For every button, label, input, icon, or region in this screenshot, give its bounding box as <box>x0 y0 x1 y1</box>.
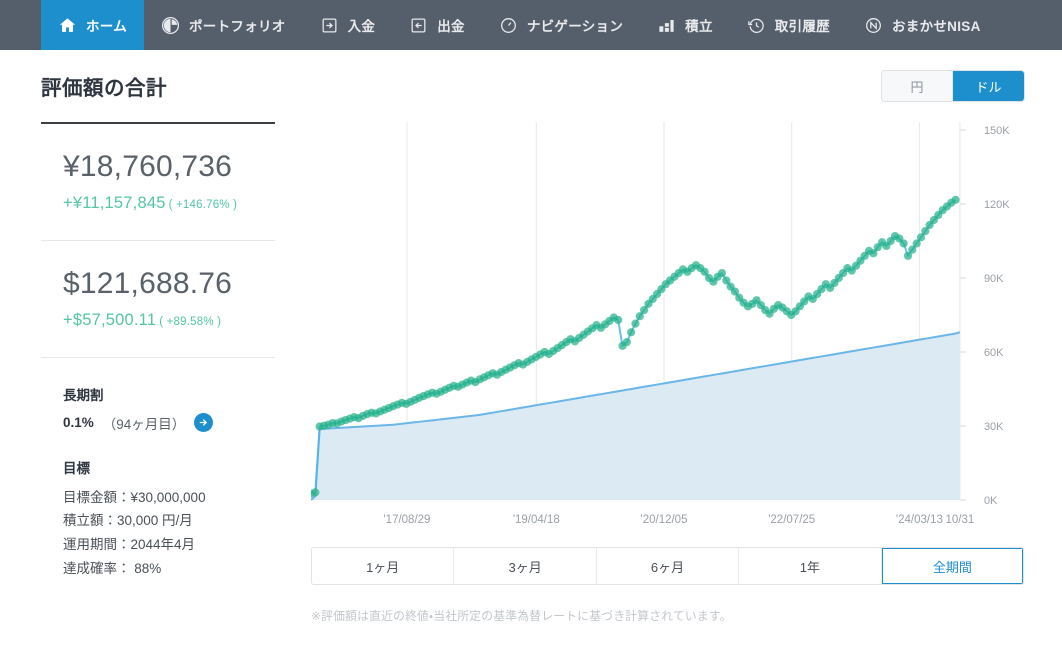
home-icon <box>58 16 77 35</box>
long-term-discount-rate: 0.1% <box>63 415 94 431</box>
nav-item-home[interactable]: ホーム <box>41 0 144 50</box>
long-term-discount-heading: 長期割 <box>63 387 104 403</box>
range-tabs: 1ヶ月 3ヶ月 6ヶ月 1年 全期間 <box>311 547 1024 585</box>
long-term-discount-row: 0.1% （94ヶ月目） <box>63 413 275 433</box>
gauge-icon <box>499 16 518 35</box>
svg-text:90K: 90K <box>984 273 1004 285</box>
goal-list: 目標金額：¥30,000,000 積立額：30,000 円/月 運用期間：204… <box>63 486 275 581</box>
goal-block: 目標 目標金額：¥30,000,000 積立額：30,000 円/月 運用期間：… <box>63 457 275 581</box>
range-tab-1y[interactable]: 1年 <box>739 548 882 584</box>
chart-x-axis: '17/08/29 '19/04/18 '20/12/05 '22/07/25 '24/… <box>311 514 1024 534</box>
bar-chart-icon <box>657 16 676 35</box>
withdraw-icon <box>409 16 428 35</box>
usd-total-amount: $121,688.76 <box>63 266 233 300</box>
svg-text:30K: 30K <box>984 421 1004 433</box>
usd-gain: +$57,500.11( +89.58% ) <box>63 311 275 330</box>
x-axis-tick: '22/07/25 <box>768 514 816 526</box>
range-tab-1m[interactable]: 1ヶ月 <box>312 548 455 584</box>
nav-item-deposit[interactable]: 入金 <box>303 0 393 50</box>
goal-monthly-contribution: 積立額：30,000 円/月 <box>63 513 193 529</box>
summary-top-rule <box>41 122 275 124</box>
summary-panel: ¥18,760,736 +¥11,157,845( +146.76% ) $12… <box>41 122 299 624</box>
goal-period: 運用期間：2044年4月 <box>63 537 196 553</box>
valuation-chart[interactable]: 0K 30K 60K 90K 120K 150K <box>311 122 1024 512</box>
range-tab-6m[interactable]: 6ヶ月 <box>596 548 740 584</box>
range-tab-all[interactable]: 全期間 <box>881 548 1023 584</box>
jpy-total-block: ¥18,760,736 +¥11,157,845( +146.76% ) <box>41 150 275 213</box>
nav-label-navigation: ナビゲーション <box>526 19 624 34</box>
usd-total-block: $121,688.76 +$57,500.11( +89.58% ) <box>41 267 275 330</box>
history-icon <box>747 16 766 35</box>
deposit-icon <box>320 16 339 35</box>
chart-area: 0K 30K 60K 90K 120K 150K <box>311 122 1024 512</box>
jpy-total-amount: ¥18,760,736 <box>63 150 233 183</box>
jpy-gain: +¥11,157,845( +146.76% ) <box>63 194 275 213</box>
nav-item-tsumitate[interactable]: 積立 <box>640 0 730 50</box>
summary-divider-1 <box>41 239 275 241</box>
x-axis-tick: '19/04/18 <box>512 514 560 526</box>
long-term-discount-months: （94ヶ月目） <box>102 416 186 432</box>
currency-option-usd[interactable]: ドル <box>953 71 1024 101</box>
nav-label-history: 取引履歴 <box>774 19 830 34</box>
chart-panel: 0K 30K 60K 90K 120K 150K '17/08/29 '19/04/18 '2… <box>299 122 1062 624</box>
summary-divider-2 <box>41 356 275 358</box>
nisa-circle-icon <box>864 16 883 35</box>
arrow-right-icon[interactable] <box>194 413 214 433</box>
svg-text:60K: 60K <box>984 347 1004 359</box>
usd-gain-percent: ( +89.58% ) <box>159 315 222 328</box>
nav-label-home: ホーム <box>86 19 127 34</box>
page-header: 評価額の合計 円 ドル <box>0 50 1062 122</box>
x-axis-tick: 10/31 <box>945 514 975 526</box>
currency-toggle: 円 ドル <box>882 71 1024 101</box>
nav-item-history[interactable]: 取引履歴 <box>730 0 847 50</box>
nav-label-withdraw: 出金 <box>437 19 465 34</box>
usd-gain-value: +$57,500.11 <box>63 310 157 329</box>
nav-label-tsumitate: 積立 <box>685 19 713 34</box>
nav-item-omakase-nisa[interactable]: おまかせNISA <box>847 0 998 50</box>
x-axis-tick: '20/12/05 <box>640 514 688 526</box>
svg-text:120K: 120K <box>984 199 1010 211</box>
nav-item-withdraw[interactable]: 出金 <box>392 0 482 50</box>
nav-item-portfolio[interactable]: ポートフォリオ <box>144 0 303 50</box>
goal-success-probability: 達成確率： 88% <box>63 560 162 576</box>
goal-target-amount: 目標金額：¥30,000,000 <box>63 489 206 505</box>
page-title: 評価額の合計 <box>41 77 167 100</box>
currency-option-jpy[interactable]: 円 <box>882 71 953 101</box>
range-tab-3m[interactable]: 3ヶ月 <box>454 548 597 584</box>
svg-text:150K: 150K <box>984 125 1010 137</box>
jpy-gain-value: +¥11,157,845 <box>63 193 166 212</box>
top-navbar: ホーム ポートフォリオ 入金 出金 ナビゲーション 積立 取引履 <box>0 0 1062 50</box>
pie-chart-icon <box>161 16 180 35</box>
nav-label-portfolio: ポートフォリオ <box>189 19 286 34</box>
x-axis-tick: '17/08/29 <box>383 514 431 526</box>
nav-label-omakase-nisa: おまかせNISA <box>891 19 981 34</box>
x-axis-tick: '24/03/13 <box>895 514 943 526</box>
jpy-gain-percent: ( +146.76% ) <box>168 198 238 211</box>
goal-heading: 目標 <box>63 460 90 476</box>
chart-footnote: ※評価額は直近の終値・当社所定の基準為替レートに基づき計算されています。 <box>311 609 732 623</box>
nav-label-deposit: 入金 <box>347 19 376 34</box>
long-term-discount-block: 長期割 0.1% （94ヶ月目） 目標 目標金額：¥30,000,000 積立額… <box>41 384 275 581</box>
svg-text:0K: 0K <box>984 495 998 507</box>
nav-item-navigation[interactable]: ナビゲーション <box>482 0 640 50</box>
content-area: ¥18,760,736 +¥11,157,845( +146.76% ) $12… <box>0 122 1062 624</box>
